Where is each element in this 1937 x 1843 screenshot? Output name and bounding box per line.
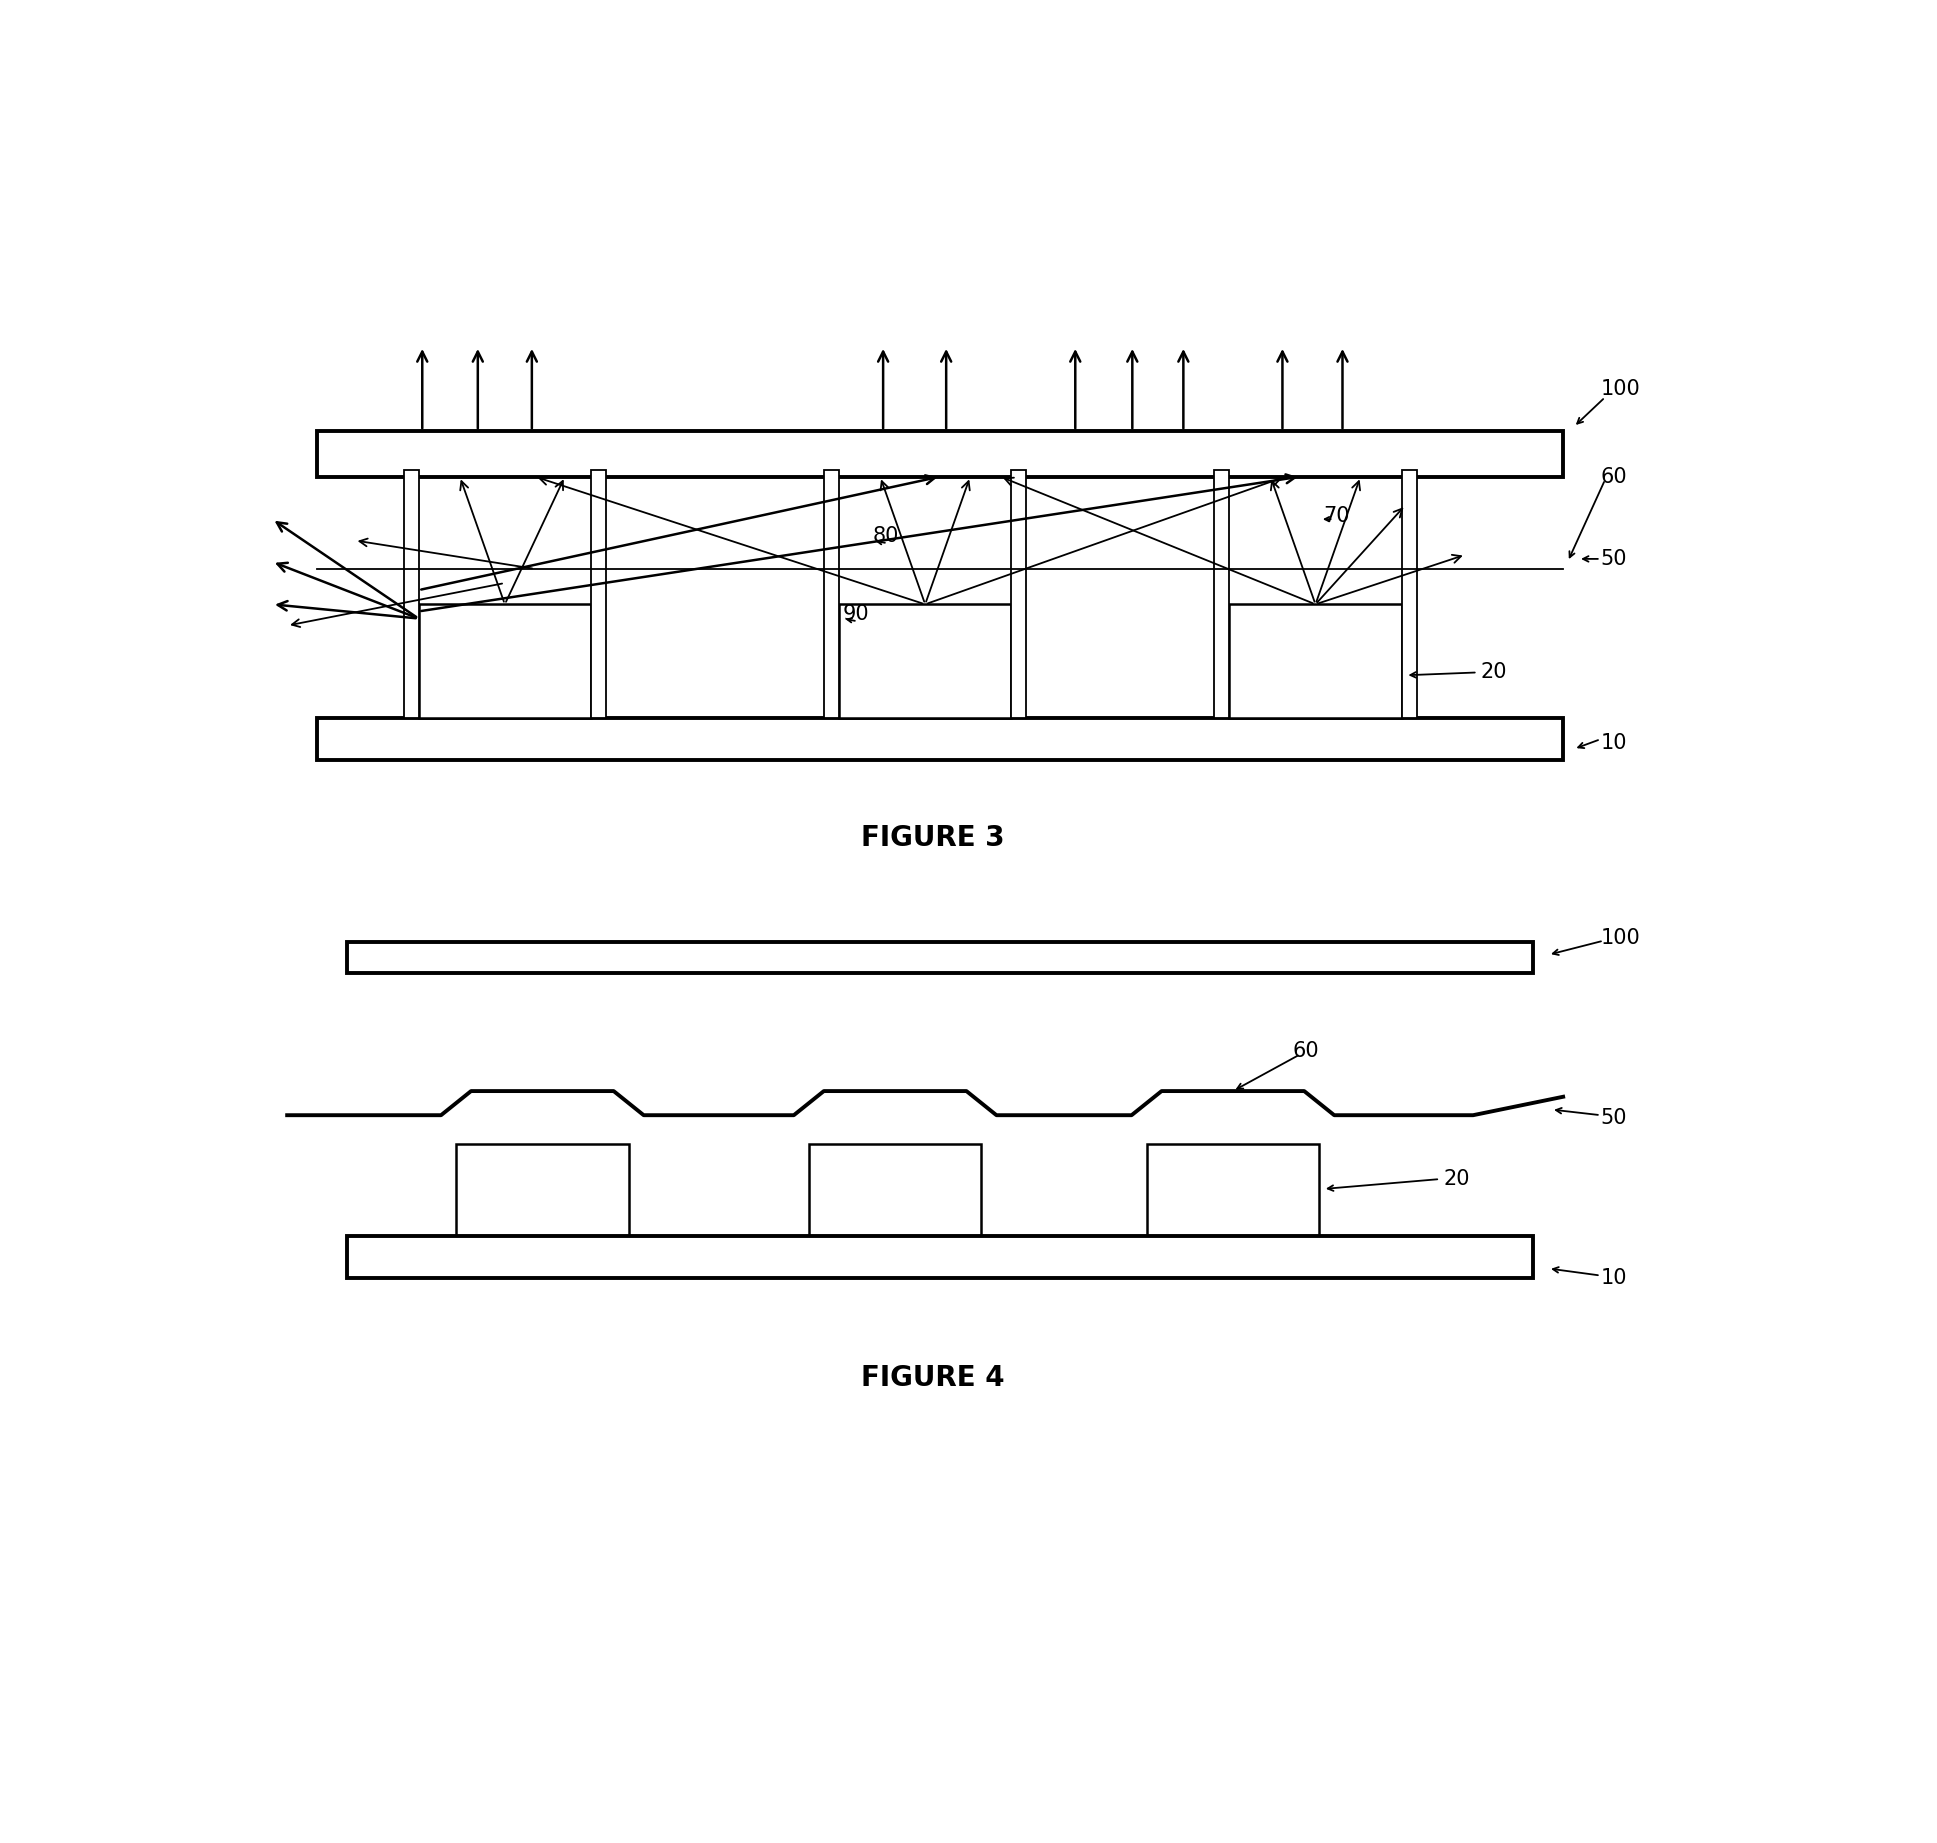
Text: 10: 10 — [1600, 734, 1627, 754]
Bar — [839, 605, 1011, 719]
Text: 100: 100 — [1600, 927, 1641, 947]
Bar — [347, 942, 1534, 973]
Text: 90: 90 — [843, 605, 870, 625]
Text: 20: 20 — [1443, 1168, 1470, 1189]
Text: 10: 10 — [1600, 1268, 1627, 1288]
Text: 60: 60 — [1600, 466, 1627, 487]
Bar — [1214, 470, 1230, 719]
Bar — [1230, 605, 1402, 719]
Bar — [318, 431, 1563, 477]
Text: 80: 80 — [872, 527, 899, 546]
Text: 100: 100 — [1600, 378, 1641, 398]
Bar — [1147, 1143, 1319, 1237]
Bar — [403, 470, 418, 719]
Text: FIGURE 3: FIGURE 3 — [860, 824, 1005, 853]
Text: 50: 50 — [1600, 1108, 1627, 1128]
Bar — [418, 605, 591, 719]
Bar — [318, 719, 1563, 761]
Text: 60: 60 — [1294, 1041, 1319, 1062]
Bar — [1011, 470, 1027, 719]
Bar — [347, 1237, 1534, 1279]
Bar — [591, 470, 606, 719]
Bar — [1402, 470, 1416, 719]
Text: 20: 20 — [1480, 662, 1507, 682]
Text: FIGURE 4: FIGURE 4 — [860, 1364, 1005, 1391]
Bar — [455, 1143, 630, 1237]
Text: 50: 50 — [1600, 549, 1627, 569]
Bar — [810, 1143, 982, 1237]
Bar — [823, 470, 839, 719]
Text: 70: 70 — [1323, 507, 1350, 527]
